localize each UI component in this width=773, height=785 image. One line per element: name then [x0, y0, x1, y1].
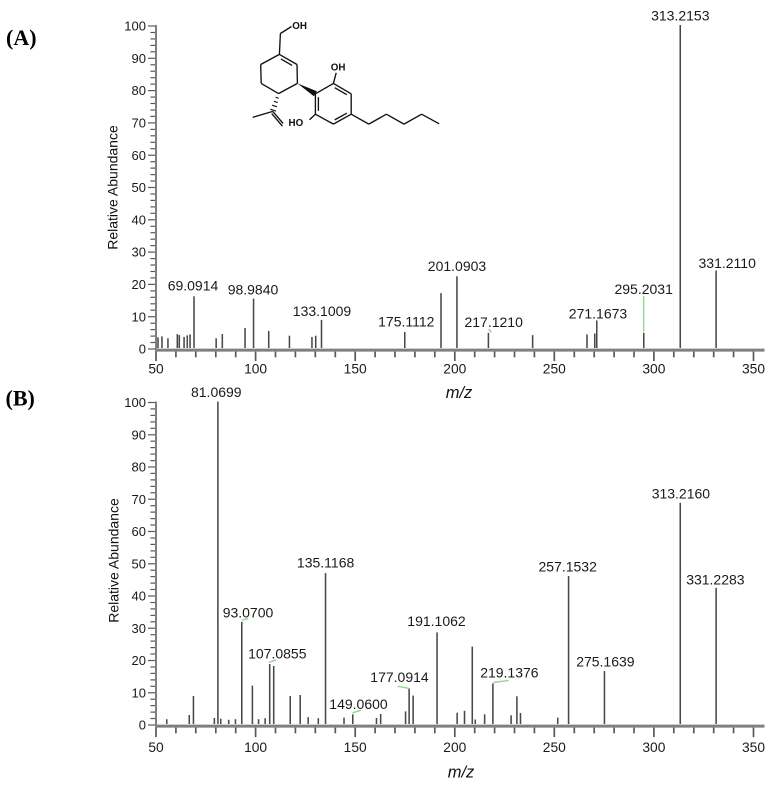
- svg-text:219.1376: 219.1376: [480, 664, 539, 680]
- svg-text:191.1062: 191.1062: [407, 613, 466, 629]
- svg-text:275.1639: 275.1639: [576, 653, 635, 669]
- svg-text:107.0855: 107.0855: [248, 645, 307, 661]
- svg-text:331.2110: 331.2110: [699, 255, 757, 271]
- svg-text:69.0914: 69.0914: [168, 278, 219, 294]
- svg-text:10: 10: [132, 309, 146, 324]
- svg-text:40: 40: [132, 212, 146, 227]
- svg-text:10: 10: [132, 685, 146, 700]
- svg-text:Relative Abundance: Relative Abundance: [105, 125, 121, 250]
- svg-text:90: 90: [132, 427, 146, 442]
- svg-text:50: 50: [132, 180, 146, 195]
- svg-text:80: 80: [132, 460, 146, 475]
- svg-text:60: 60: [132, 524, 146, 539]
- svg-text:300: 300: [642, 361, 665, 376]
- svg-text:150: 150: [344, 740, 367, 755]
- svg-text:20: 20: [132, 653, 146, 668]
- svg-text:257.1532: 257.1532: [538, 558, 597, 574]
- svg-text:90: 90: [132, 51, 146, 66]
- svg-text:OH: OH: [292, 21, 307, 32]
- svg-text:0: 0: [139, 342, 146, 357]
- svg-text:20: 20: [132, 277, 146, 292]
- svg-text:300: 300: [642, 740, 665, 755]
- svg-text:217.1210: 217.1210: [464, 314, 523, 330]
- svg-text:30: 30: [132, 621, 146, 636]
- svg-text:80: 80: [132, 83, 146, 98]
- svg-text:177.0914: 177.0914: [370, 669, 429, 685]
- svg-text:(B): (B): [6, 386, 35, 411]
- svg-text:331.2283: 331.2283: [686, 571, 745, 587]
- svg-text:201.0903: 201.0903: [428, 258, 487, 274]
- svg-text:m/z: m/z: [446, 384, 473, 402]
- svg-text:HO: HO: [289, 118, 304, 129]
- svg-text:295.2031: 295.2031: [614, 281, 673, 297]
- svg-text:100: 100: [124, 395, 146, 410]
- svg-text:250: 250: [543, 361, 566, 376]
- svg-text:40: 40: [132, 589, 146, 604]
- svg-text:(A): (A): [6, 25, 37, 50]
- svg-text:50: 50: [148, 740, 164, 755]
- svg-text:50: 50: [132, 556, 146, 571]
- svg-text:100: 100: [244, 740, 267, 755]
- svg-text:149.0600: 149.0600: [329, 696, 388, 712]
- svg-text:30: 30: [132, 245, 146, 260]
- svg-text:81.0699: 81.0699: [191, 384, 242, 400]
- svg-text:98.9840: 98.9840: [228, 281, 279, 297]
- svg-text:m/z: m/z: [448, 764, 475, 782]
- svg-text:50: 50: [148, 361, 164, 376]
- svg-text:100: 100: [124, 19, 146, 34]
- svg-text:350: 350: [742, 361, 765, 376]
- svg-text:350: 350: [742, 740, 765, 755]
- svg-text:313.2153: 313.2153: [651, 8, 710, 24]
- svg-text:313.2160: 313.2160: [652, 486, 711, 502]
- svg-text:100: 100: [244, 361, 267, 376]
- svg-text:250: 250: [543, 740, 566, 755]
- svg-text:271.1673: 271.1673: [569, 306, 628, 322]
- svg-text:70: 70: [132, 116, 146, 131]
- svg-text:135.1168: 135.1168: [297, 555, 355, 571]
- svg-text:93.0700: 93.0700: [223, 605, 274, 621]
- svg-text:OH: OH: [331, 62, 346, 73]
- svg-text:200: 200: [443, 361, 466, 376]
- svg-text:70: 70: [132, 492, 146, 507]
- svg-text:0: 0: [139, 718, 146, 733]
- svg-text:60: 60: [132, 148, 146, 163]
- svg-text:Relative Abundance: Relative Abundance: [106, 498, 122, 623]
- svg-text:133.1009: 133.1009: [293, 303, 352, 319]
- svg-text:175.1112: 175.1112: [378, 314, 435, 330]
- svg-text:200: 200: [443, 740, 466, 755]
- svg-text:150: 150: [344, 361, 367, 376]
